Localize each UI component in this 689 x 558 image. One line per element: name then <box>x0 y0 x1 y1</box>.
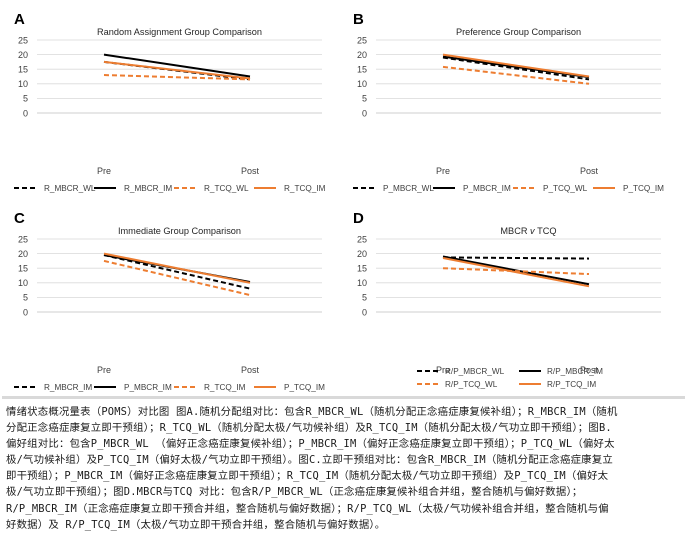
panel-letter: A <box>14 11 25 28</box>
panel-letter: C <box>14 210 25 227</box>
series-line-r-p-tcq-im <box>442 256 590 288</box>
series-line-r-tcq-wl <box>103 74 251 81</box>
y-tick-label: 25 <box>357 35 367 45</box>
legend-label: P_MBCR_IM <box>463 184 511 193</box>
x-tick-label: Pre <box>436 365 450 375</box>
y-tick-label: 25 <box>18 234 28 244</box>
x-tick-label: Post <box>580 365 599 375</box>
y-tick-label: 25 <box>18 35 28 45</box>
y-tick-label: 15 <box>18 65 28 75</box>
legend-label: R_MBCR_WL <box>44 184 96 193</box>
series-line-p-tcq-im <box>442 53 590 78</box>
y-tick-label: 15 <box>357 264 367 274</box>
legend-label: P_TCQ_IM <box>284 383 325 392</box>
panel-letter: B <box>353 11 364 28</box>
y-tick-label: 20 <box>357 249 367 259</box>
series-line-r-p-tcq-wl <box>442 267 590 276</box>
legend-label: P_TCQ_WL <box>543 184 588 193</box>
legend-label: R_MBCR_IM <box>44 383 92 392</box>
y-tick-label: 20 <box>18 249 28 259</box>
y-tick-label: 15 <box>357 65 367 75</box>
series-line-p-tcq-im <box>103 252 251 284</box>
caption-line: 分配正念癌症康复立即干预组）；R_TCQ_WL（随机分配太极/气功候补组）及R_… <box>6 422 612 435</box>
legend-label: R/P_TCQ_WL <box>445 380 498 389</box>
legend-label: R/P_MBCR_WL <box>445 367 505 376</box>
y-tick-label: 10 <box>18 79 28 89</box>
chart-panel-c: C Immediate Group Comparison 0 5 10 15 20 25 Pre… <box>14 210 325 392</box>
y-tick-label: 25 <box>357 234 367 244</box>
chart-panel-d: D MBCR v TCQ 0 5 10 15 20 25 Pre Post R/P_MBCR_WL R… <box>353 210 661 389</box>
legend-label: P_MBCR_IM <box>124 383 172 392</box>
caption-line: 即干预组）；P_MBCR_IM（偏好正念癌症康复立即干预组）；R_TCQ_IM（… <box>6 470 609 483</box>
y-tick-label: 20 <box>357 50 367 60</box>
y-tick-label: 10 <box>18 278 28 288</box>
chart-panel-a: A Random Assignment Group Comparison 0 5 10 1… <box>14 11 326 193</box>
caption-line: 极/气功候补组）及P_TCQ_IM（偏好太极/气功立即干预组）。图C.立即干预组… <box>6 454 613 467</box>
y-tick-label: 5 <box>362 94 367 104</box>
poms-comparison-charts: A Random Assignment Group Comparison 0 5 10 1… <box>14 11 664 392</box>
y-tick-label: 0 <box>23 108 28 118</box>
series-line-r-tcq-im <box>103 259 251 297</box>
y-tick-label: 5 <box>23 94 28 104</box>
y-tick-label: 0 <box>362 108 367 118</box>
chart-panel-b: B Preference Group Comparison 0 5 10 15 20 25 Pr… <box>353 11 664 193</box>
y-tick-label: 0 <box>23 307 28 317</box>
legend-label: P_TCQ_IM <box>623 184 664 193</box>
legend-label: R_TCQ_IM <box>284 184 326 193</box>
series-line-p-tcq-wl <box>442 65 590 85</box>
legend-label: R_MBCR_IM <box>124 184 172 193</box>
legend-label: R/P_TCQ_IM <box>547 380 596 389</box>
x-tick-label: Pre <box>97 365 111 375</box>
series-line-r-tcq-im <box>103 60 251 80</box>
y-tick-label: 10 <box>357 79 367 89</box>
caption-line: 偏好组对比：包含P_MBCR_WL （偏好正念癌症康复候补组）；P_MBCR_I… <box>6 438 615 451</box>
series-line-r-mbcr-im <box>103 254 251 290</box>
x-tick-label: Post <box>241 365 260 375</box>
chart-title: Random Assignment Group Comparison <box>97 27 262 37</box>
panel-letter: D <box>353 210 364 227</box>
caption-line: 情绪状态概况量表（POMS）对比图 图A.随机分配组对比：包含R_MBCR_WL… <box>6 406 618 418</box>
x-tick-label: Post <box>241 166 260 176</box>
series-line-r-mbcr-im <box>103 53 251 78</box>
figure: A Random Assignment Group Comparison 0 5 10 1… <box>14 11 665 392</box>
figure-caption: 情绪状态概况量表（POMS）对比图 图A.随机分配组对比：包含R_MBCR_WL… <box>6 404 682 533</box>
y-tick-label: 20 <box>18 50 28 60</box>
y-tick-label: 5 <box>362 293 367 303</box>
caption-line: 好数据）及 R/P_TCQ_IM（太极/气功立即干预合并组，整合随机与偏好数据）… <box>6 518 386 531</box>
legend-label: R/P_MBCR_IM <box>547 367 603 376</box>
y-tick-label: 10 <box>357 278 367 288</box>
y-tick-label: 0 <box>362 307 367 317</box>
caption-line: 极/气功立即干预组）；图D.MBCR与TCQ 对比：包含R/P_MBCR_WL（… <box>6 486 583 499</box>
chart-title: Immediate Group Comparison <box>118 226 241 236</box>
legend-label: R_TCQ_IM <box>204 383 246 392</box>
caption-line: R/P_MBCR_IM（正念癌症康复立即干预合并组，整合随机与偏好数据）；R/P… <box>6 502 609 515</box>
x-tick-label: Pre <box>97 166 111 176</box>
series-line-r-p-mbcr-wl <box>442 256 590 260</box>
chart-title: Preference Group Comparison <box>456 27 581 37</box>
y-tick-label: 5 <box>23 293 28 303</box>
legend-label: P_MBCR_WL <box>383 184 434 193</box>
y-tick-label: 15 <box>18 264 28 274</box>
chart-title: MBCR v TCQ <box>500 226 556 236</box>
legend-label: R_TCQ_WL <box>204 184 249 193</box>
series-line-p-mbcr-wl <box>442 56 590 81</box>
x-tick-label: Pre <box>436 166 450 176</box>
x-tick-label: Post <box>580 166 599 176</box>
caption-divider <box>2 396 685 399</box>
